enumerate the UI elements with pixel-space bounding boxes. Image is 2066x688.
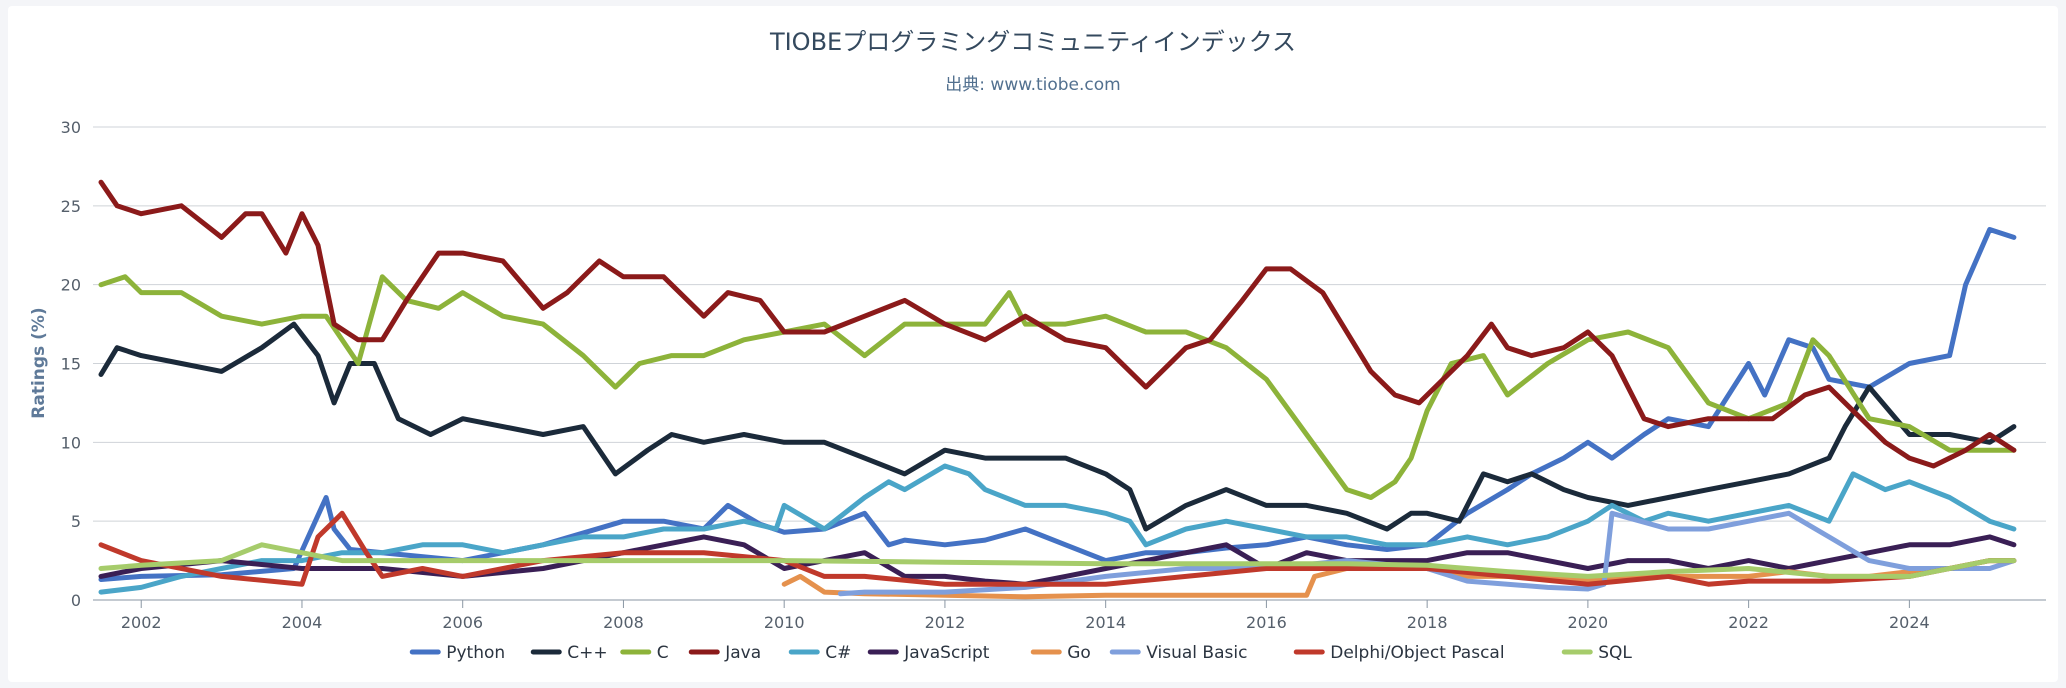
legend[interactable]: Python C++ C Java C# JavaScript Go Visual Basic… [409, 643, 1632, 663]
legend-item-visual-basic[interactable]: Visual Basic [1109, 643, 1247, 663]
line-chart: TIOBEプログラミングコミュニティインデックス 出典: www.tiobe.c… [29, 28, 2046, 663]
legend-label: Java [724, 643, 761, 663]
y-axis-label: Ratings (%) [29, 307, 49, 418]
legend-label: Go [1067, 643, 1091, 663]
y-tick-labels: 0 5 10 15 20 25 30 [61, 118, 81, 610]
legend-label: SQL [1598, 643, 1632, 663]
y-tick-label: 10 [61, 433, 81, 452]
x-tick-label: 2016 [1246, 613, 1287, 632]
y-tick-label: 20 [61, 276, 81, 295]
legend-item-sql[interactable]: SQL [1561, 643, 1632, 663]
legend-label: Python [446, 643, 505, 663]
chart-subtitle: 出典: www.tiobe.com [945, 75, 1120, 95]
legend-item-delphi-object-pascal[interactable]: Delphi/Object Pascal [1293, 643, 1505, 663]
legend-item-go[interactable]: Go [1030, 643, 1091, 663]
x-tick-label: 2022 [1728, 613, 1769, 632]
legend-item-javascript[interactable]: JavaScript [867, 643, 990, 663]
x-tick-label: 2012 [925, 613, 966, 632]
y-tick-label: 25 [61, 197, 81, 216]
x-tick-label: 2010 [764, 613, 805, 632]
chart-card: TIOBEプログラミングコミュニティインデックス 出典: www.tiobe.c… [8, 6, 2058, 682]
x-tick-label: 2002 [121, 613, 162, 632]
series-lines [98, 179, 2017, 600]
legend-label: Delphi/Object Pascal [1330, 643, 1504, 663]
series-line-sql [98, 542, 2017, 579]
legend-item-c[interactable]: C [620, 643, 669, 663]
series-line-c- [98, 321, 2017, 532]
x-tick-label: 2006 [442, 613, 483, 632]
legend-item-c-[interactable]: C# [788, 643, 851, 663]
y-tick-label: 0 [71, 591, 81, 610]
legend-label: JavaScript [903, 643, 990, 663]
legend-label: C [657, 643, 669, 663]
series-line-c [98, 274, 2017, 500]
x-tick-label: 2004 [282, 613, 323, 632]
x-tick-labels: 2002 2004 2006 2008 2010 2012 2014 2016 2018 2020… [121, 600, 1930, 632]
x-tick-label: 2024 [1889, 613, 1930, 632]
legend-label: C++ [567, 643, 607, 663]
y-tick-label: 15 [61, 355, 81, 374]
series-line-java [98, 179, 2017, 469]
legend-item-java[interactable]: Java [688, 643, 761, 663]
legend-item-c-[interactable]: C++ [530, 643, 608, 663]
gridlines [93, 126, 2046, 601]
y-tick-label: 30 [61, 118, 81, 137]
legend-label: Visual Basic [1146, 643, 1247, 663]
chart-title: TIOBEプログラミングコミュニティインデックス [769, 28, 1296, 56]
legend-label: C# [825, 643, 851, 663]
series-line-c- [98, 463, 2017, 595]
x-tick-label: 2018 [1407, 613, 1448, 632]
legend-item-python[interactable]: Python [409, 643, 505, 663]
series-line-delphi-object-pascal [98, 510, 2017, 587]
series-line-visual-basic [837, 510, 2017, 597]
x-tick-label: 2014 [1085, 613, 1126, 632]
x-tick-label: 2020 [1568, 613, 1609, 632]
y-tick-label: 5 [71, 512, 81, 531]
x-tick-label: 2008 [603, 613, 644, 632]
